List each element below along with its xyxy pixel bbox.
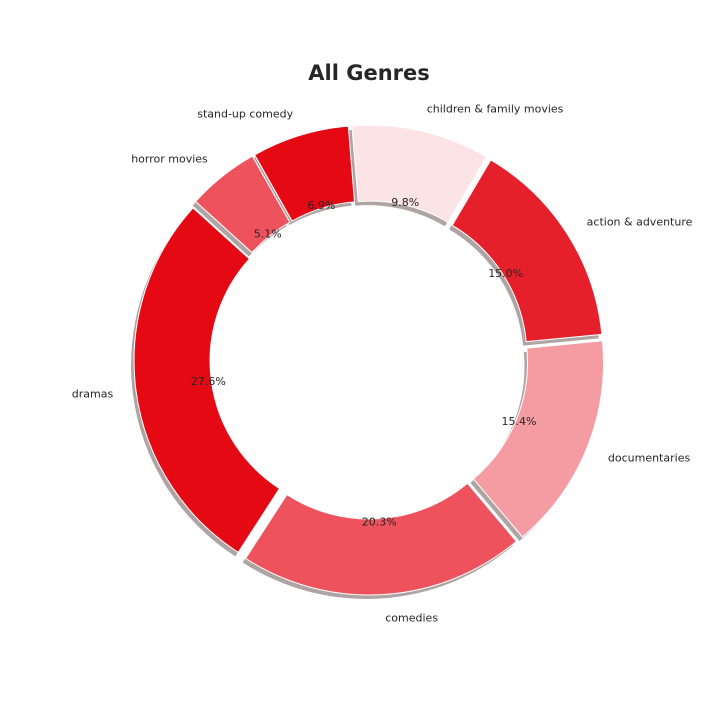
category-label-children-family-movies: children & family movies (427, 103, 564, 116)
chart-title: All Genres (308, 61, 430, 85)
slice-stand-up-comedy (253, 125, 356, 222)
percent-label-children-family-movies: 9.8% (391, 196, 419, 209)
percent-labels: 15.0% 9.8% 6.9% 5.1% 27.6% 20.3% 15.4% (191, 196, 537, 529)
percent-label-horror-movies: 5.1% (254, 228, 282, 241)
category-label-stand-up-comedy: stand-up comedy (197, 107, 293, 120)
percent-label-stand-up-comedy: 6.9% (307, 199, 335, 212)
percent-label-action-adventure: 15.0% (488, 267, 523, 280)
slice-children-family-movies (351, 124, 488, 223)
category-label-horror-movies: horror movies (131, 153, 208, 166)
slices (133, 124, 604, 596)
slice-horror-movies (194, 155, 291, 254)
category-label-comedies: comedies (385, 611, 438, 624)
slice-dramas (133, 207, 281, 554)
category-labels: action & adventure children & family movi… (72, 103, 693, 625)
category-label-action-adventure: action & adventure (587, 215, 693, 228)
percent-label-documentaries: 15.4% (502, 415, 537, 428)
slice-action-adventure (451, 159, 603, 343)
slice-comedies (244, 482, 518, 596)
category-label-dramas: dramas (72, 388, 114, 401)
category-label-documentaries: documentaries (608, 451, 691, 464)
slice-documentaries (472, 340, 604, 538)
percent-label-comedies: 20.3% (362, 516, 397, 529)
percent-label-dramas: 27.6% (191, 375, 226, 388)
